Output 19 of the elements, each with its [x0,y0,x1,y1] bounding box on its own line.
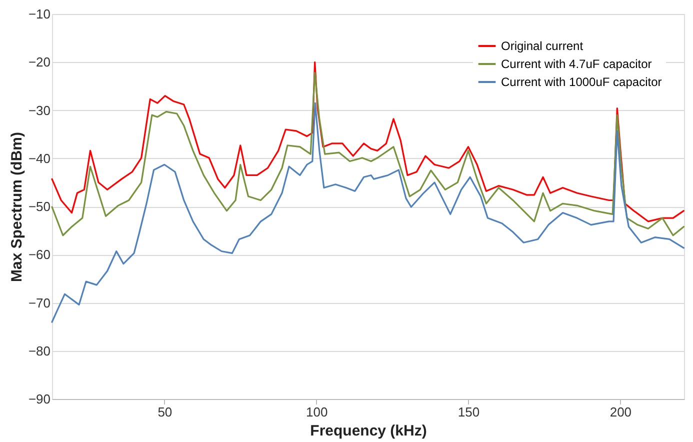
y-tick-label: −90 [28,392,50,406]
line-series [51,102,684,323]
y-tick-label: −80 [28,343,50,358]
y-axis-title: Max Spectrum (dBm) [8,132,26,282]
legend-label: Current with 1000uF capacitor [501,75,662,89]
x-tick-label: 200 [610,404,632,420]
y-tick-label: −70 [28,295,50,310]
y-tick-label: −50 [28,199,50,214]
x-tick-label: 100 [306,404,328,420]
x-tick-label: 150 [458,404,480,420]
y-tick-label: −40 [28,150,50,166]
legend-label: Original current [501,39,584,53]
x-tick-label: 50 [158,404,172,420]
y-tick-label: −10 [28,6,50,22]
y-tick-label: −60 [28,247,50,262]
y-tick-label: −30 [28,102,50,118]
legend-label: Current with 4.7uF capacitor [501,57,652,71]
y-tick-label: −20 [28,54,50,70]
x-axis-title: Frequency (kHz) [310,422,427,440]
